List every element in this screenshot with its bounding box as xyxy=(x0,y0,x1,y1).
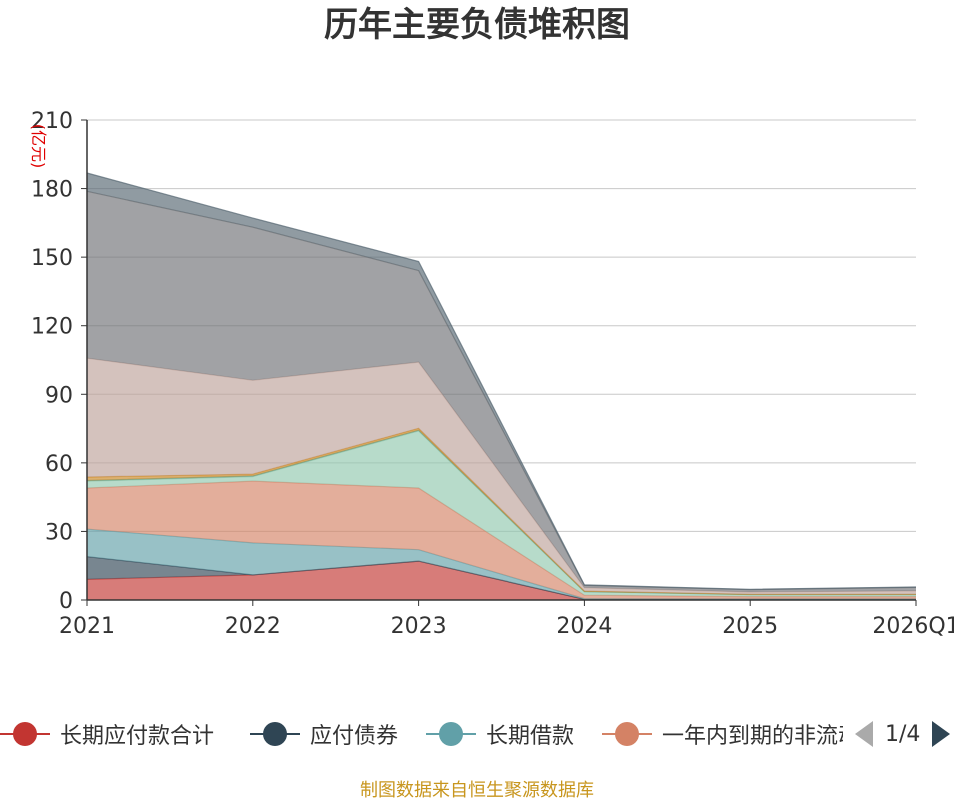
chart-title: 历年主要负债堆积图 xyxy=(324,5,630,45)
legend-prev-icon[interactable] xyxy=(855,721,873,747)
y-tick-label: 60 xyxy=(45,452,73,477)
legend-marker-icon xyxy=(250,712,300,756)
legend-marker-icon xyxy=(0,712,50,756)
x-tick-label: 2023 xyxy=(391,614,447,639)
legend-item[interactable]: 长期应付款合计 xyxy=(0,712,214,756)
y-tick-label: 0 xyxy=(59,589,73,614)
x-tick-label: 2026Q1 xyxy=(872,614,954,639)
area-series-3 xyxy=(87,481,916,599)
area-series-2 xyxy=(87,529,916,600)
area-series-7 xyxy=(87,358,916,595)
y-tick-label: 180 xyxy=(31,178,73,203)
x-tick-label: 2022 xyxy=(225,614,281,639)
x-tick-label: 2024 xyxy=(556,614,612,639)
legend-item[interactable]: 长期借款 xyxy=(426,712,574,756)
legend-label: 长期借款 xyxy=(486,724,575,749)
y-tick-label: 90 xyxy=(45,383,73,408)
y-tick-label: 120 xyxy=(31,315,73,340)
legend-next-icon[interactable] xyxy=(932,721,951,747)
legend-page-indicator: 1/4 xyxy=(885,721,921,747)
x-tick-label: 2025 xyxy=(722,614,778,639)
area-series-8 xyxy=(87,191,916,593)
y-tick-label: 150 xyxy=(31,246,73,271)
y-tick-label: 30 xyxy=(45,520,73,545)
legend-item[interactable]: 应付债券 xyxy=(250,712,398,756)
legend-items: 长期应付款合计 应付债券 长期借款 一年内到期的非流动负债 xyxy=(0,712,843,756)
legend-label: 长期应付款合计 xyxy=(60,724,215,749)
series-line-9 xyxy=(86,172,917,590)
legend-item[interactable]: 一年内到期的非流动负债 xyxy=(602,712,843,756)
stacked-area-chart: 0 30 60 90 120 150 180 210 2021 2022 2023 2024 2025 2… xyxy=(29,109,954,639)
y-axis-unit-label: (亿元) xyxy=(29,124,48,169)
x-tick-label: 2021 xyxy=(59,614,115,639)
legend: 长期应付款合计 应付债券 长期借款 一年内到期的非流动负债 1/4 xyxy=(0,712,954,756)
legend-marker-icon xyxy=(426,712,476,756)
legend-label: 应付债券 xyxy=(310,724,399,749)
legend-marker-icon xyxy=(602,712,652,756)
legend-label: 一年内到期的非流动负债 xyxy=(662,724,843,749)
data-source-note: 制图数据来自恒生聚源数据库 xyxy=(360,780,594,801)
area-series-4 xyxy=(87,430,916,597)
legend-pager: 1/4 xyxy=(855,712,951,756)
y-tick-label: 210 xyxy=(31,109,73,134)
